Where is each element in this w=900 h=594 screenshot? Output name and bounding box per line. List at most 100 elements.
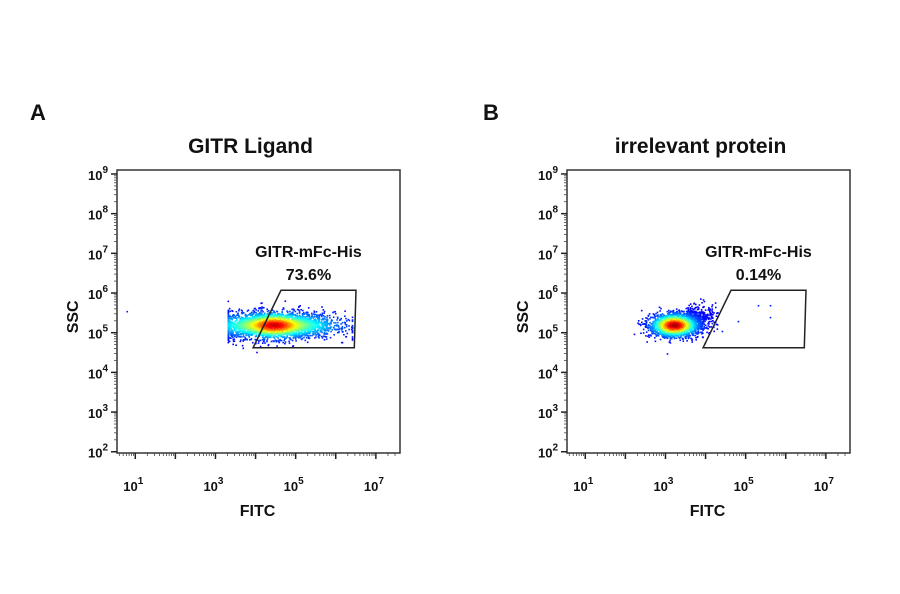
event-point	[314, 318, 317, 320]
event-point	[247, 334, 250, 336]
event-point	[244, 314, 247, 317]
event-point	[247, 324, 250, 327]
event-point	[257, 326, 260, 329]
event-point	[288, 322, 290, 325]
event-point	[261, 342, 264, 344]
event-point	[660, 307, 662, 310]
event-point	[695, 339, 697, 341]
event-point	[298, 314, 301, 317]
event-point	[250, 321, 253, 323]
event-point	[312, 333, 315, 335]
event-point	[704, 309, 707, 311]
event-point	[292, 317, 295, 320]
event-point	[228, 321, 230, 323]
event-point	[232, 331, 234, 333]
event-point	[282, 307, 285, 309]
event-point	[255, 314, 258, 317]
event-point	[237, 331, 239, 334]
event-point	[295, 332, 298, 335]
event-point	[304, 327, 307, 330]
event-point	[281, 313, 284, 315]
event-point	[646, 317, 649, 320]
event-point	[324, 321, 327, 323]
event-point	[337, 326, 340, 328]
event-point	[255, 325, 258, 327]
event-point	[242, 334, 245, 336]
event-point	[317, 323, 320, 325]
event-point	[297, 321, 300, 323]
event-point	[242, 324, 245, 327]
event-point	[287, 328, 289, 330]
event-point	[271, 317, 273, 320]
event-point	[323, 339, 326, 341]
event-point	[290, 338, 292, 341]
event-point	[651, 333, 653, 335]
event-point	[268, 324, 270, 327]
event-point	[292, 321, 294, 324]
event-point	[294, 332, 296, 335]
event-point	[261, 317, 263, 319]
event-point	[282, 335, 285, 338]
event-point	[251, 333, 254, 335]
event-point	[272, 336, 275, 338]
event-point	[663, 335, 665, 337]
event-point	[675, 337, 678, 339]
event-point	[309, 326, 312, 328]
event-point	[321, 335, 323, 338]
event-point	[285, 317, 288, 320]
event-point	[269, 323, 272, 325]
event-point	[281, 326, 284, 329]
event-point	[254, 311, 256, 314]
event-point	[262, 327, 265, 329]
event-point	[262, 335, 264, 337]
event-point	[290, 326, 292, 329]
event-point	[704, 315, 706, 317]
event-point	[273, 316, 275, 319]
event-point	[278, 322, 281, 325]
event-point	[260, 334, 263, 336]
event-point	[673, 335, 676, 338]
event-point	[261, 309, 263, 312]
event-point	[259, 312, 262, 315]
event-point	[240, 327, 242, 330]
event-point	[286, 310, 288, 312]
event-point	[692, 319, 694, 321]
event-point	[237, 322, 240, 325]
event-point	[310, 329, 312, 331]
event-point	[273, 337, 276, 339]
event-point	[666, 353, 669, 355]
event-point	[307, 307, 310, 309]
event-point	[291, 326, 294, 329]
event-point	[302, 326, 305, 328]
event-point	[337, 328, 340, 331]
event-point	[313, 319, 315, 321]
event-point	[693, 308, 696, 310]
event-point	[682, 334, 684, 337]
event-point	[282, 327, 285, 329]
event-point	[274, 329, 277, 331]
event-point	[250, 325, 253, 327]
event-point	[283, 332, 286, 335]
event-point	[647, 326, 650, 329]
event-point	[338, 319, 341, 321]
event-point	[293, 335, 296, 338]
event-point	[289, 330, 291, 333]
event-point	[707, 316, 709, 319]
event-point	[307, 329, 309, 331]
event-point	[338, 328, 341, 331]
event-point	[315, 319, 317, 321]
event-point	[281, 329, 283, 331]
event-point	[273, 322, 275, 325]
event-point	[233, 323, 235, 325]
event-point	[691, 326, 694, 329]
event-point	[653, 327, 655, 329]
event-point	[293, 318, 295, 321]
event-point	[240, 333, 242, 336]
event-point	[668, 309, 670, 312]
event-point	[321, 325, 324, 327]
event-point	[316, 314, 319, 317]
event-point	[330, 330, 332, 333]
event-point	[707, 309, 710, 311]
event-point	[257, 330, 260, 333]
event-point	[255, 317, 258, 319]
